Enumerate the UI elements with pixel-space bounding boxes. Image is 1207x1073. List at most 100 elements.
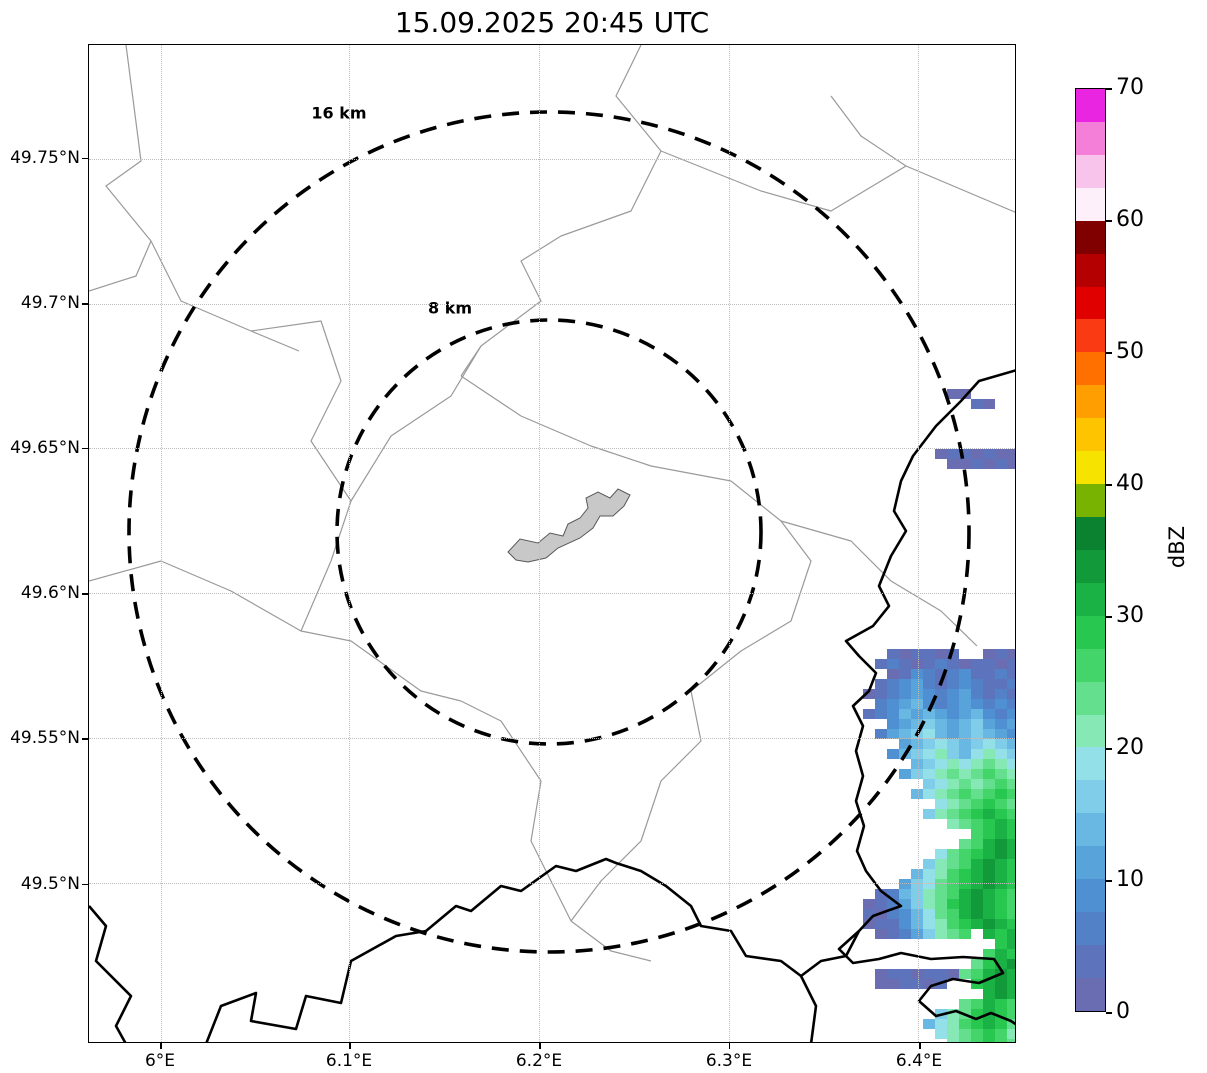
colorbar-tick-label: 50 [1116,339,1144,364]
radar-cell [947,909,959,919]
radar-cell [923,909,935,919]
colorbar-tick-label: 0 [1116,999,1130,1024]
radar-cell [959,739,971,749]
radar-cell [1007,859,1015,869]
radar-cell [1007,729,1015,739]
radar-cell [935,729,947,739]
admin-boundaries [89,45,1015,962]
radar-cell [1007,869,1015,879]
radar-cell [959,459,971,469]
colorbar-tick-label: 10 [1116,867,1144,892]
radar-cell [923,789,935,799]
y-tick-mark [82,447,88,450]
radar-cell [899,719,911,729]
radar-cell [935,1029,947,1039]
radar-cell [899,679,911,689]
radar-cell [923,759,935,769]
colorbar-segment [1076,451,1105,485]
radar-cell [1007,929,1015,939]
radar-cell [935,659,947,669]
radar-cell [959,689,971,699]
radar-cell [959,719,971,729]
radar-cell [875,889,887,899]
radar-cell [995,829,1007,839]
radar-cell [899,909,911,919]
radar-cell [947,659,959,669]
radar-cell [959,809,971,819]
radar-cell [995,449,1007,459]
y-tick-mark [82,738,88,740]
radar-cell [959,779,971,789]
map-plot-area: 16 km 8 km [88,44,1016,1043]
radar-cell [983,989,995,999]
gridline-horizontal [89,883,1015,885]
radar-cell [923,859,935,869]
radar-cell [947,669,959,679]
gridline-horizontal [89,448,1015,450]
radar-cell [995,899,1007,909]
radar-cell [935,809,947,819]
x-tick-mark [539,1043,541,1049]
radar-cell [863,709,875,719]
colorbar-segment [1076,385,1105,419]
gridline-vertical [160,45,162,1042]
radar-cell [983,959,995,969]
radar-cell [911,979,923,989]
x-tick-mark [919,1043,921,1049]
colorbar-segment [1076,253,1105,287]
radar-cell [983,699,995,709]
radar-cell [1007,699,1015,709]
radar-cell [947,759,959,769]
radar-cell [995,779,1007,789]
radar-cell [947,679,959,689]
radar-cell [935,869,947,879]
radar-cell [971,809,983,819]
radar-cell [899,689,911,699]
radar-cell [911,909,923,919]
radar-cell [935,899,947,909]
colorbar-segment [1076,780,1105,814]
radar-cell [1007,969,1015,979]
radar-cell [995,1029,1007,1039]
radar-cell [1007,769,1015,779]
radar-cell [911,749,923,759]
radar-cell [923,729,935,739]
y-tick-mark [82,883,88,886]
radar-cell [887,689,899,699]
radar-cell [983,689,995,699]
radar-cell [947,709,959,719]
radar-cell [995,769,1007,779]
radar-cell [995,979,1007,989]
radar-cell [1007,909,1015,919]
radar-cell [1007,689,1015,699]
radar-cell [935,789,947,799]
radar-cell [887,719,899,729]
radar-cell [1007,999,1015,1009]
radar-cell [983,799,995,809]
colorbar-tick-label: 30 [1116,603,1144,628]
radar-cell [1007,749,1015,759]
radar-cell [935,649,947,659]
radar-cell [887,669,899,679]
colorbar-segment [1076,879,1105,913]
y-tick-label: 49.7°N [20,293,80,314]
radar-cell [935,739,947,749]
radar-cell [887,679,899,689]
colorbar-tick-mark [1106,748,1112,750]
radar-cell [899,739,911,749]
radar-cell [935,859,947,869]
radar-cell [959,699,971,709]
radar-cell [995,939,1007,949]
radar-cell [935,759,947,769]
radar-cell [923,669,935,679]
radar-cell [887,659,899,669]
colorbar-segment [1076,352,1105,386]
radar-cell [1007,829,1015,839]
radar-cell [887,929,899,939]
radar-cell [995,849,1007,859]
radar-cell [875,689,887,699]
radar-cell [983,859,995,869]
radar-cell [935,909,947,919]
y-tick-label: 49.55°N [10,728,80,748]
radar-cell [1007,839,1015,849]
